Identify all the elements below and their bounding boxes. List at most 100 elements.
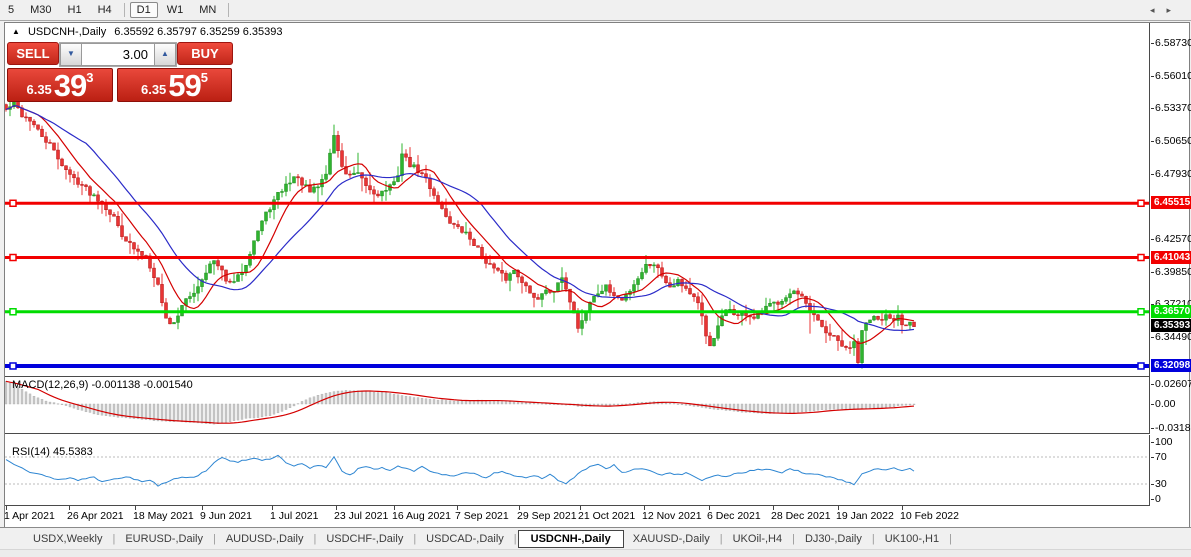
date-axis-tick (902, 506, 903, 510)
macd-signal-line (5, 380, 915, 424)
date-axis-label: 10 Feb 2022 (900, 510, 959, 522)
tab-separator: | (212, 532, 216, 545)
horizontal-level-line[interactable] (5, 253, 1149, 262)
price-axis-tick (1151, 337, 1154, 338)
date-axis-label: 1 Jul 2021 (270, 510, 319, 522)
price-line-badge: 6.36570 (1151, 305, 1191, 318)
price-axis-tick (1151, 304, 1154, 305)
date-axis-tick (580, 506, 581, 510)
date-axis-label: 9 Jun 2021 (200, 510, 252, 522)
price-axis-label: 6.58730 (1155, 37, 1191, 49)
tab-scroll-right-icon[interactable]: ▸ (1166, 5, 1183, 15)
date-axis-label: 29 Sep 2021 (517, 510, 577, 522)
price-axis-tick (1151, 272, 1154, 273)
date-axis-tick (394, 506, 395, 510)
rsi-label: RSI(14) 45.5383 (12, 446, 93, 458)
collapse-panel-icon[interactable]: ▲ (12, 27, 20, 36)
buy-price-big: 59 (168, 68, 201, 103)
price-axis-label: 6.42570 (1155, 233, 1191, 245)
macd-axis-tick (1151, 384, 1154, 385)
chart-tab-uk100[interactable]: UK100-,H1 (884, 532, 940, 545)
date-axis-tick (838, 506, 839, 510)
tab-separator: | (413, 532, 417, 545)
price-line-badge: 6.45515 (1151, 196, 1191, 209)
candles (5, 97, 916, 369)
chart-tab-audusd[interactable]: AUDUSD-,Daily (225, 532, 304, 545)
date-axis-label: 6 Dec 2021 (707, 510, 761, 522)
price-axis-label: 6.39850 (1155, 266, 1191, 278)
date-axis-label: 28 Dec 2021 (771, 510, 831, 522)
chart-tab-xauusd[interactable]: XAUUSD-,Daily (632, 532, 710, 545)
date-axis-label: 23 Jul 2021 (334, 510, 389, 522)
sell-button[interactable]: SELL (7, 42, 59, 65)
tab-separator: | (949, 532, 952, 545)
rsi-indicator-panel (5, 435, 1150, 506)
rsi-axis-tick (1151, 499, 1154, 500)
rsi-axis-tick (1151, 442, 1154, 443)
date-axis-label: 21 Oct 2021 (578, 510, 636, 522)
sell-price-box[interactable]: 6.35 39 3 (7, 68, 113, 102)
one-click-trading-panel: SELL ▼ 3.00 ▲ BUY 6.35 39 3 6.35 59 5 (7, 42, 233, 102)
chart-ohlc-values: 6.35592 6.35797 6.35259 6.35393 (114, 26, 283, 38)
tab-scroll-arrows: ◂▸ (1150, 5, 1183, 16)
date-axis-tick (69, 506, 70, 510)
price-axis-tick (1151, 43, 1154, 44)
buy-price-pip: 5 (200, 70, 209, 85)
timeframe-button-m30[interactable]: M30 (30, 4, 52, 16)
tab-separator: | (513, 532, 517, 545)
rsi-line (5, 454, 915, 487)
chart-title: ▲ USDCNH-,Daily 6.35592 6.35797 6.35259 … (12, 26, 283, 38)
horizontal-level-line[interactable] (5, 308, 1149, 316)
rsi-axis-label: 70 (1155, 451, 1167, 463)
sell-price-pip: 3 (86, 70, 94, 85)
volume-increase-button[interactable]: ▲ (154, 43, 176, 66)
price-axis-label: 6.56010 (1155, 70, 1191, 82)
macd-label: MACD(12,26,9) -0.001138 -0.001540 (12, 379, 193, 391)
sell-price-big: 39 (53, 68, 87, 103)
horizontal-level-line[interactable] (5, 362, 1149, 370)
chart-tab-ukoil[interactable]: UKOil-,H4 (732, 532, 783, 545)
chart-tab-usdcnh[interactable]: USDCNH-,Daily (517, 529, 624, 548)
macd-axis-label: 0.00 (1155, 398, 1176, 410)
volume-input[interactable]: 3.00 (82, 43, 154, 66)
macd-axis-label: 0.02607 (1155, 378, 1191, 390)
chart-tab-dj30[interactable]: DJ30-,Daily (804, 532, 862, 545)
chart-tab-usdchf[interactable]: USDCHF-,Daily (326, 532, 404, 545)
macd-axis-tick (1151, 428, 1154, 429)
price-axis-tick (1151, 141, 1154, 142)
chart-tab-usdx[interactable]: USDX,Weekly (33, 532, 103, 545)
date-axis-tick (6, 506, 7, 510)
timeframe-button-h1[interactable]: H1 (67, 4, 82, 16)
toolbar-separator (123, 3, 125, 17)
rsi-axis-label: 0 (1155, 493, 1161, 505)
timeframe-button-w1[interactable]: W1 (166, 4, 184, 16)
date-axis-tick (457, 506, 458, 510)
timeframe-button-d1[interactable]: D1 (129, 2, 158, 18)
rsi-axis-tick (1151, 484, 1154, 485)
price-axis-label: 6.50650 (1155, 135, 1191, 147)
date-axis-tick (272, 506, 273, 510)
date-axis-tick (644, 506, 645, 510)
price-axis-label: 6.34490 (1155, 331, 1191, 343)
buy-button[interactable]: BUY (177, 42, 233, 65)
tab-separator: | (112, 532, 116, 545)
timeframe-button-mn[interactable]: MN (199, 4, 217, 16)
price-line-badge: 6.32098 (1151, 359, 1191, 372)
chart-tab-eurusd[interactable]: EURUSD-,Daily (125, 532, 203, 545)
chart-tab-usdcad[interactable]: USDCAD-,Daily (426, 532, 504, 545)
date-axis-tick (519, 506, 520, 510)
date-axis-tick (135, 506, 136, 510)
rsi-axis-tick (1151, 457, 1154, 458)
timeframe-button-5[interactable]: 5 (8, 4, 15, 16)
timeframe-button-h4[interactable]: H4 (97, 4, 112, 16)
buy-price-box[interactable]: 6.35 59 5 (117, 68, 232, 102)
sell-price-prefix: 6.35 (26, 82, 52, 97)
volume-spinner: ▼ 3.00 ▲ (59, 42, 177, 67)
tab-scroll-left-icon[interactable]: ◂ (1149, 5, 1167, 15)
tab-separator: | (719, 532, 723, 545)
horizontal-level-line[interactable] (5, 199, 1149, 208)
date-axis-label: 7 Sep 2021 (455, 510, 509, 522)
volume-decrease-button[interactable]: ▼ (60, 43, 82, 66)
price-line-badge: 6.35393 (1151, 319, 1191, 332)
date-axis-label: 16 Aug 2021 (392, 510, 451, 522)
